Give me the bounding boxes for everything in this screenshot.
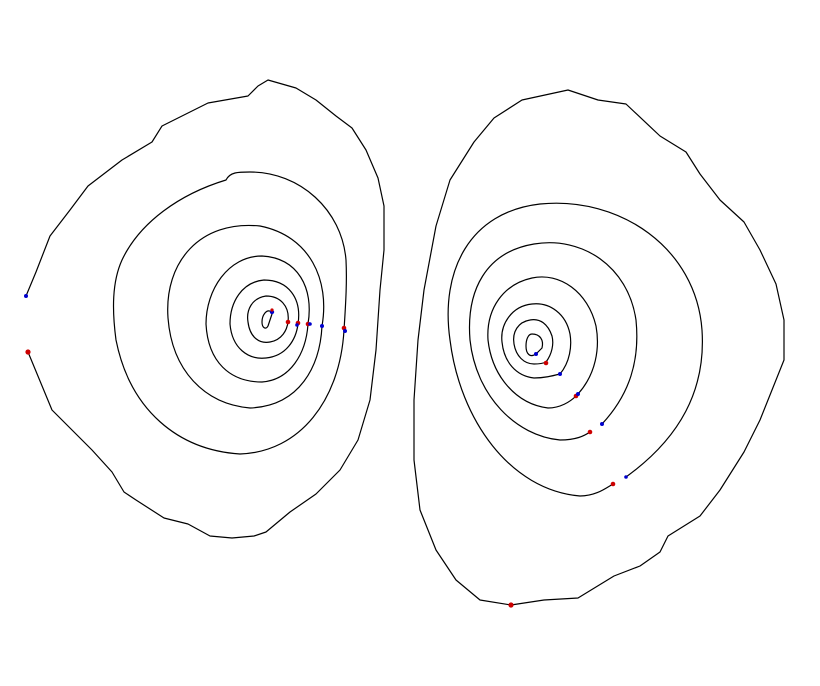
marker-red — [543, 360, 549, 366]
left-contour-5 — [229, 279, 300, 359]
left-contour-6 — [247, 295, 289, 343]
right-contour-6 — [513, 319, 554, 365]
right-contour-2 — [447, 202, 703, 497]
marker-blue — [600, 422, 604, 426]
marker-red — [285, 319, 291, 325]
left-contour-center — [261, 310, 273, 329]
right-contour-4 — [487, 276, 599, 409]
left-contour-2 — [112, 171, 347, 455]
marker-red — [25, 349, 31, 355]
marker-blue — [308, 322, 312, 326]
marker-blue — [320, 324, 324, 328]
left-contour-4 — [205, 255, 310, 383]
marker-red — [508, 602, 514, 608]
right-contour-spiral — [413, 89, 785, 606]
marker-blue — [558, 372, 562, 376]
left-contour-3 — [167, 224, 325, 409]
right-contour-center — [525, 333, 544, 357]
marker-red — [270, 308, 274, 312]
right-markers — [508, 352, 628, 608]
left-contour-spiral — [25, 79, 385, 539]
left-markers — [24, 294, 347, 355]
marker-blue — [576, 392, 580, 396]
marker-blue — [624, 475, 628, 479]
left-contour-1 — [25, 79, 385, 539]
right-contour-1 — [413, 89, 785, 606]
right-contour-3 — [468, 242, 638, 441]
marker-red — [610, 481, 616, 487]
marker-red — [587, 429, 593, 435]
marker-blue — [343, 329, 347, 333]
marker-blue — [24, 294, 28, 298]
marker-blue — [295, 323, 299, 327]
right-contour-5 — [501, 303, 572, 379]
marker-blue — [534, 352, 538, 356]
